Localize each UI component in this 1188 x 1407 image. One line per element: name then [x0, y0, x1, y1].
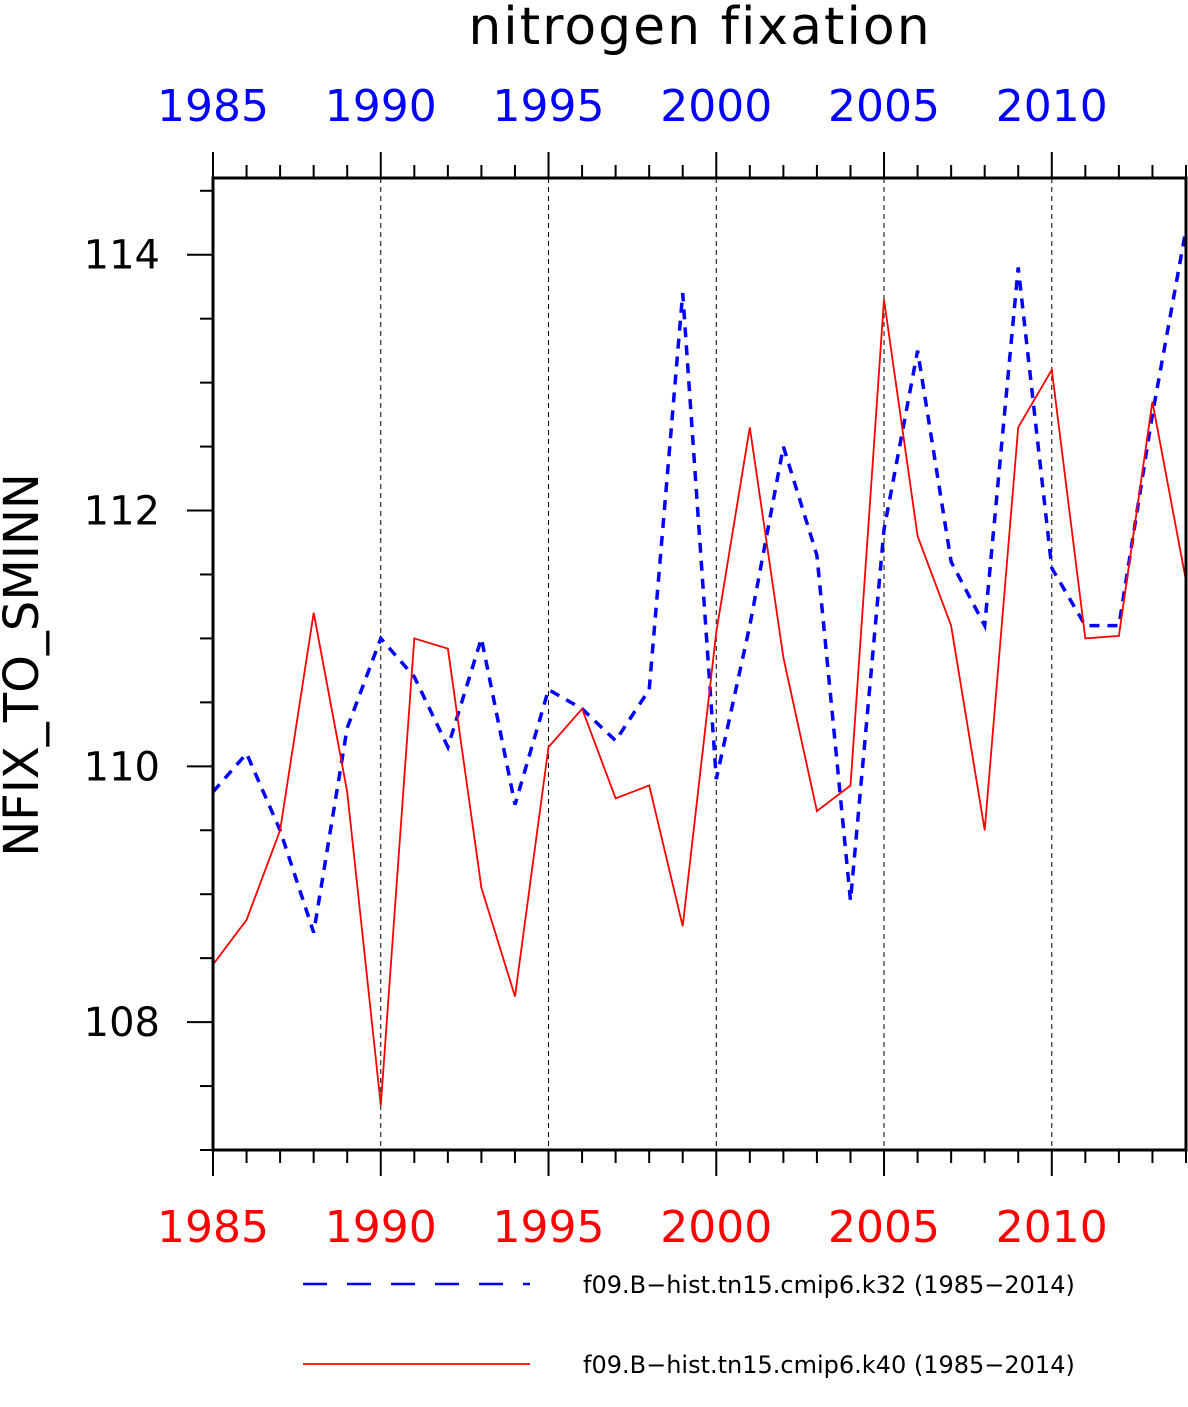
x-tick-label-top: 2010	[996, 81, 1108, 132]
series-layer	[211, 228, 1188, 1106]
chart-title: nitrogen fixation	[468, 0, 931, 57]
x-tick-label-bottom: 1990	[325, 1202, 437, 1253]
x-tick-label-bottom: 1995	[493, 1202, 605, 1253]
y-tick-label: 114	[84, 233, 160, 279]
series-line-1	[211, 228, 1188, 934]
x-tick-label-top: 1985	[157, 81, 269, 132]
x-grid-lines	[380, 178, 1053, 1150]
y-tick-label: 112	[84, 489, 160, 535]
x-tick-label-bottom: 2005	[828, 1202, 940, 1253]
y-tick-label: 110	[84, 744, 160, 790]
x-tick-label-bottom: 2000	[660, 1202, 772, 1253]
plot-frame	[211, 176, 1188, 1152]
x-tick-label-bottom: 1985	[157, 1202, 269, 1253]
axis-ticks	[187, 152, 1187, 1176]
x-tick-label-top: 2005	[828, 81, 940, 132]
x-tick-label-top: 2000	[660, 81, 772, 132]
y-axis-label: NFIX_TO_SMINN	[0, 473, 50, 857]
series-line-2	[212, 299, 1187, 1106]
legend: f09.B−hist.tn15.cmip6.k32 (1985−2014) f09…	[303, 1271, 1075, 1379]
axis-tick-labels: 108 110 112 114 1985 1985 1990 1990 1995 1995 2000…	[84, 81, 1108, 1253]
x-tick-label-top: 1995	[493, 81, 605, 132]
legend-label-2: f09.B−hist.tn15.cmip6.k40 (1985−2014)	[583, 1351, 1075, 1379]
legend-label-1: f09.B−hist.tn15.cmip6.k32 (1985−2014)	[583, 1271, 1075, 1299]
x-tick-label-top: 1990	[325, 81, 437, 132]
x-tick-label-bottom: 2010	[996, 1202, 1108, 1253]
y-tick-label: 108	[84, 1000, 160, 1046]
